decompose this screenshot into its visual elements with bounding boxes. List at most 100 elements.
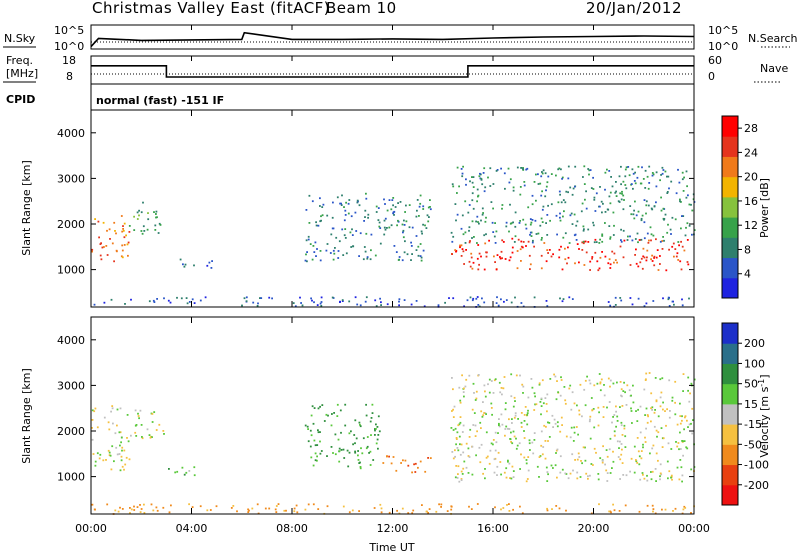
rti-cell <box>471 176 473 178</box>
rti-cell <box>116 250 118 253</box>
rti-cell <box>154 224 157 227</box>
rti-cell <box>143 503 145 506</box>
rti-cell <box>685 196 688 199</box>
rti-cell <box>451 451 454 453</box>
rti-cell <box>664 170 667 173</box>
rti-cell <box>401 259 404 262</box>
rti-cell <box>597 269 600 272</box>
rti-cell <box>294 305 297 308</box>
rti-cell <box>596 260 599 263</box>
rti-cell <box>690 468 693 471</box>
rti-cell <box>311 405 314 408</box>
rti-cell <box>378 430 381 433</box>
rti-cell <box>576 220 579 223</box>
rti-cell <box>653 411 656 414</box>
rti-cell <box>501 239 504 242</box>
rti-cell <box>137 415 140 417</box>
rti-cell <box>484 477 486 480</box>
rti-cell <box>305 239 308 242</box>
rti-cell <box>308 222 311 224</box>
rti-cell <box>536 465 539 468</box>
colorbar-swatch <box>722 464 738 486</box>
rti-cell <box>419 255 422 257</box>
colorbar-swatch <box>722 444 738 466</box>
rti-cell <box>416 199 419 201</box>
rti-cell <box>461 374 463 377</box>
rti-cell <box>185 471 188 474</box>
rti-cell <box>151 413 154 415</box>
rti-cell <box>321 206 324 208</box>
rti-cell <box>676 423 679 426</box>
rti-cell <box>661 508 663 511</box>
rti-cell <box>540 175 543 178</box>
rti-cell <box>589 382 592 385</box>
rti-cell <box>653 425 656 428</box>
freq-label-2: [MHz] <box>6 67 38 80</box>
rti-cell <box>111 445 114 448</box>
rti-cell <box>140 211 143 214</box>
rti-cell <box>602 416 605 418</box>
rti-cell <box>127 241 130 244</box>
rti-cell <box>405 220 408 223</box>
rti-cell <box>545 189 547 192</box>
rti-cell <box>111 405 114 407</box>
rti-cell <box>156 298 158 300</box>
rti-cell <box>313 251 316 253</box>
rti-cell <box>620 228 622 231</box>
rti-cell <box>528 254 531 257</box>
rti-cell <box>686 222 689 225</box>
rti-cell <box>640 457 643 460</box>
rti-cell <box>665 269 668 272</box>
rti-cell <box>151 436 153 438</box>
rti-cell <box>473 412 476 414</box>
rti-cell <box>108 428 111 431</box>
rti-cell <box>530 235 533 237</box>
rti-cell <box>604 463 606 466</box>
rti-cell <box>581 249 584 251</box>
rti-cell <box>337 250 340 252</box>
noise-right-tick-bottom: 10^0 <box>708 40 738 53</box>
rti-cell <box>558 248 561 251</box>
rti-cell <box>459 421 462 424</box>
rti-cell <box>688 400 691 403</box>
rti-cell <box>462 250 465 253</box>
rti-cell <box>505 476 508 479</box>
rti-cell <box>635 459 637 461</box>
rti-cell <box>257 302 259 305</box>
rti-cell <box>119 407 122 410</box>
rti-cell <box>646 232 649 235</box>
rti-cell <box>402 231 404 234</box>
rti-cell <box>519 505 521 508</box>
rti-cell <box>582 242 585 245</box>
rti-cell <box>153 411 156 413</box>
velocity-colorbar-label: Velocity [m s-1] <box>757 374 771 457</box>
rti-cell <box>668 379 671 382</box>
rti-cell <box>520 302 523 304</box>
rti-cell <box>157 232 160 234</box>
rti-cell <box>645 259 648 262</box>
rti-cell <box>561 176 564 179</box>
rti-cell <box>532 239 534 242</box>
rti-cell <box>271 297 273 300</box>
rti-cell <box>149 436 152 439</box>
rti-cell <box>480 178 483 181</box>
rti-cell <box>479 461 482 464</box>
rti-cell <box>403 224 406 226</box>
rti-cell <box>576 471 579 474</box>
noise-right-tick-top: 10^5 <box>708 24 738 37</box>
rti-cell <box>277 503 280 505</box>
rti-cell <box>615 195 618 197</box>
rti-cell <box>547 440 549 442</box>
rti-cell <box>680 268 683 271</box>
rti-cell <box>130 298 132 301</box>
rti-cell <box>673 255 675 258</box>
rti-cell <box>365 192 367 195</box>
rti-cell <box>464 200 467 203</box>
rti-cell <box>667 442 670 445</box>
rti-cell <box>675 441 677 443</box>
rti-cell <box>621 190 623 193</box>
rti-cell <box>312 422 315 425</box>
rti-cell <box>138 417 140 420</box>
colorbar-tick-label: -15 <box>744 418 762 431</box>
rti-cell <box>559 212 561 215</box>
